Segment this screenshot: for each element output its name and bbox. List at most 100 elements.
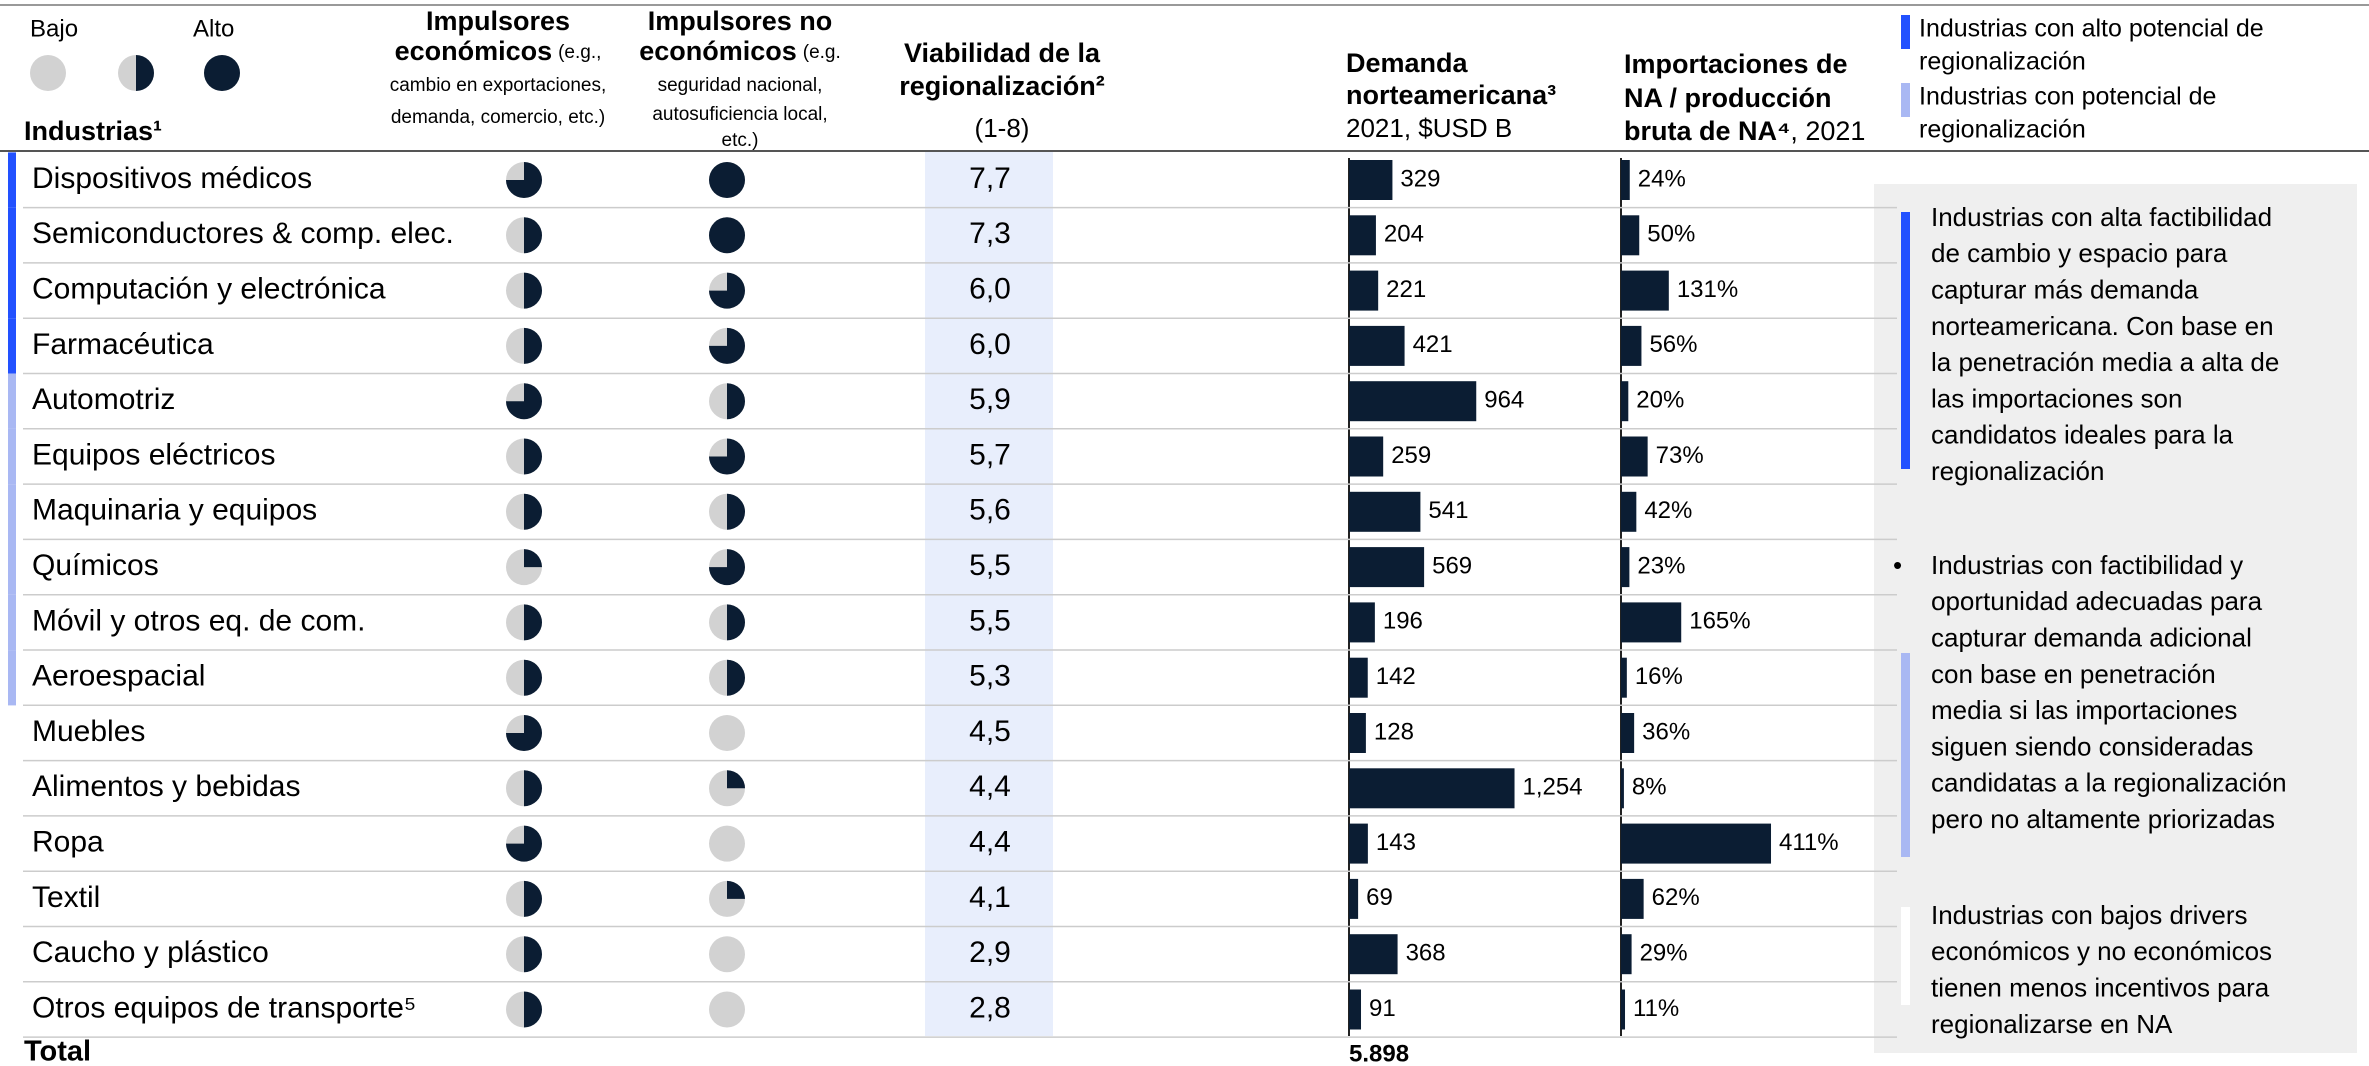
column-title-part: económicos — [395, 36, 553, 66]
imports-label: 50% — [1647, 221, 1695, 248]
harvey-ball — [524, 438, 542, 475]
harvey-ball — [709, 217, 745, 254]
demand-label: 221 — [1386, 276, 1426, 303]
imports-bar — [1621, 381, 1629, 422]
note-line: de cambio y espacio para — [1931, 238, 2228, 268]
group-bar — [8, 318, 16, 374]
demand-bar — [1349, 989, 1362, 1030]
viability-value: 2,8 — [969, 991, 1011, 1024]
imports-bar — [1621, 160, 1630, 200]
imports-bar — [1621, 215, 1640, 256]
note-line: regionalización — [1931, 456, 2104, 486]
harvey-ball — [709, 327, 745, 364]
demand-bar — [1349, 160, 1393, 200]
group-bar — [8, 594, 16, 651]
viability-value: 5,5 — [969, 604, 1011, 637]
harvey-ball — [709, 438, 745, 475]
harvey-ball — [506, 162, 542, 198]
note-line: la penetración media a alta de — [1931, 347, 2279, 377]
imports-bar — [1621, 602, 1682, 643]
demand-bar — [1349, 381, 1477, 422]
imports-label: 23% — [1637, 552, 1685, 579]
group-bar — [8, 263, 16, 319]
demand-label: 368 — [1406, 940, 1446, 967]
industry-name: Móvil y otros eq. de com. — [32, 604, 365, 637]
column-title-part: Viabilidad de la — [904, 38, 1101, 68]
industry-name: Alimentos y bebidas — [32, 770, 300, 803]
harvey-ball — [727, 493, 745, 530]
column-note: seguridad nacional, — [658, 75, 823, 96]
notes-panel — [1874, 184, 2357, 1053]
demand-label: 143 — [1376, 829, 1416, 856]
viability-band — [925, 151, 1053, 1036]
industry-name: Semiconductores & comp. elec. — [32, 217, 454, 250]
harvey-ball — [727, 659, 745, 696]
group-bar — [8, 152, 16, 208]
imports-label: 24% — [1638, 165, 1686, 192]
imports-bar — [1621, 989, 1626, 1030]
legend-label: regionalización — [1919, 116, 2086, 144]
label: Bajo — [30, 15, 78, 42]
group-bar — [8, 428, 16, 485]
group-bar — [8, 650, 16, 706]
harvey-ball — [524, 549, 542, 568]
note-line: capturar más demanda — [1931, 274, 2199, 304]
imports-bar — [1621, 823, 1772, 864]
harvey-ball — [709, 272, 745, 309]
imports-bar — [1621, 657, 1627, 698]
harvey-ball — [727, 604, 745, 641]
imports-bar — [1621, 270, 1669, 311]
demand-bar — [1349, 657, 1368, 698]
harvey-bg — [709, 936, 745, 973]
viability-value: 7,7 — [969, 162, 1011, 195]
demand-label: 91 — [1369, 995, 1396, 1022]
note-line: económicos y no económicos — [1931, 936, 2272, 966]
column-title: económicos (e.g. — [639, 36, 841, 66]
demand-label: 329 — [1400, 165, 1440, 192]
column-title: Importaciones de — [1624, 49, 1848, 79]
imports-bar — [1621, 491, 1637, 532]
viability-value: 5,7 — [969, 438, 1011, 471]
note-line: Industrias con factibilidad y — [1931, 550, 2243, 580]
column-title: norteamericana³ — [1346, 80, 1556, 110]
harvey-ball — [524, 936, 542, 973]
viability-value: 6,0 — [969, 328, 1011, 361]
harvey-ball — [524, 493, 542, 530]
demand-bar — [1349, 491, 1421, 532]
note-line: oportunidad adecuadas para — [1931, 586, 2263, 616]
harvey-ball — [506, 825, 542, 862]
harvey-ball — [524, 604, 542, 641]
imports-bar — [1621, 934, 1632, 975]
group-bar — [8, 539, 16, 595]
industry-name: Textil — [32, 881, 100, 914]
group-bar — [8, 373, 16, 429]
note-line: candidatas a la regionalización — [1931, 768, 2287, 798]
demand-label: 69 — [1366, 884, 1393, 911]
column-title: económicos (e.g., — [395, 36, 602, 66]
column-title-part: Impulsores no — [648, 6, 833, 36]
demand-label: 128 — [1374, 718, 1414, 745]
note-bullet: • — [1893, 550, 1902, 580]
column-note: etc.) — [722, 130, 759, 151]
viability-value: 7,3 — [969, 217, 1011, 250]
harvey-ball — [524, 327, 542, 364]
industry-name: Maquinaria y equipos — [32, 494, 317, 527]
industry-name: Ropa — [32, 826, 104, 859]
note-line: media si las importaciones — [1931, 695, 2237, 725]
industry-name: Muebles — [32, 715, 145, 748]
demand-label: 204 — [1384, 221, 1424, 248]
demand-bar — [1349, 768, 1515, 809]
column-title: bruta de NA⁴, 2021 — [1624, 116, 1865, 146]
harvey-ball — [524, 880, 542, 917]
imports-label: 411% — [1779, 829, 1839, 856]
harvey-ball — [524, 991, 542, 1028]
total-demand: 5.898 — [1349, 1040, 1409, 1066]
viability-value: 4,4 — [969, 826, 1011, 859]
note-line: norteamericana. Con base en — [1931, 311, 2274, 341]
demand-bar — [1349, 878, 1359, 919]
column-title: regionalización² — [899, 71, 1105, 101]
demand-label: 964 — [1484, 387, 1524, 414]
viability-value: 5,9 — [969, 383, 1011, 416]
column-title-part: NA / producción — [1624, 83, 1832, 113]
